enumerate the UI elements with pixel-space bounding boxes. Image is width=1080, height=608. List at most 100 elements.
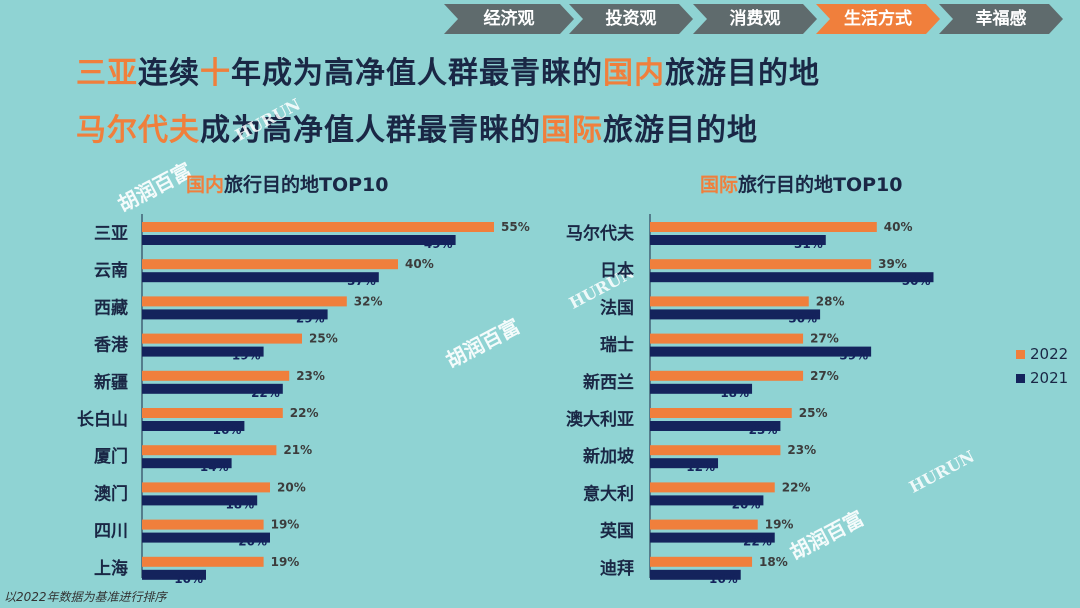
data-label-2021: 18% xyxy=(720,386,749,400)
data-label-2022: 27% xyxy=(810,369,839,383)
bar-2021 xyxy=(142,309,328,320)
headline-text: 旅游目的地 xyxy=(603,113,758,148)
nav-step-3[interactable]: 生活方式 xyxy=(816,4,940,34)
bar-2022 xyxy=(142,370,290,381)
nav-step-4[interactable]: 幸福感 xyxy=(939,4,1063,34)
nav-step-0[interactable]: 经济观 xyxy=(444,4,574,34)
bar-2021 xyxy=(650,569,741,580)
category-label: 马尔代夫 xyxy=(566,223,635,244)
category-label: 英国 xyxy=(600,521,634,542)
data-label-2021: 12% xyxy=(686,460,715,474)
bar-2021 xyxy=(650,272,934,283)
headline-highlight: 马尔代夫 xyxy=(76,113,200,148)
data-label-2021: 23% xyxy=(749,423,778,437)
bar-2022 xyxy=(650,482,775,493)
data-label-2022: 25% xyxy=(799,406,828,420)
chart-title-text: 旅行目的地TOP10 xyxy=(224,174,389,196)
data-label-2022: 40% xyxy=(884,220,913,234)
bar-2021 xyxy=(142,421,245,431)
category-label: 新西兰 xyxy=(583,372,634,393)
bar-2021 xyxy=(650,458,719,469)
legend-swatch xyxy=(1016,349,1025,359)
headline-line-2: 马尔代夫成为高净值人群最青睐的国际旅游目的地 xyxy=(76,105,758,149)
data-label-2022: 20% xyxy=(277,480,306,494)
bar-2022 xyxy=(650,445,781,456)
category-label: 澳大利亚 xyxy=(566,409,634,430)
data-label-2022: 39% xyxy=(878,257,907,271)
category-label: 意大利 xyxy=(583,483,634,504)
headline-highlight: 十 xyxy=(200,56,231,91)
headline-text: 成为高净值人群最青睐的 xyxy=(200,113,541,148)
category-label: 西藏 xyxy=(94,298,128,318)
category-label: 迪拜 xyxy=(600,558,634,579)
data-label-2021: 29% xyxy=(296,311,325,325)
legend-item-2022: 2022 xyxy=(1016,342,1068,366)
nav-step-1[interactable]: 投资观 xyxy=(569,4,693,34)
bar-2021 xyxy=(142,272,379,283)
category-label: 厦门 xyxy=(94,446,128,467)
data-label-2022: 55% xyxy=(501,220,530,234)
legend-label: 2022 xyxy=(1030,345,1069,363)
bar-2022 xyxy=(142,408,283,418)
bar-2022 xyxy=(650,519,758,530)
data-label-2022: 25% xyxy=(309,332,338,346)
data-label-2021: 30% xyxy=(788,311,817,325)
bar-2022 xyxy=(650,296,809,307)
data-label-2022: 21% xyxy=(283,443,312,457)
data-label-2021: 14% xyxy=(200,460,229,474)
headline-text: 年成为高净值人群最青睐的 xyxy=(231,56,603,91)
bar-2022 xyxy=(650,556,753,567)
legend: 2022 2021 xyxy=(1016,342,1068,390)
category-label: 瑞士 xyxy=(600,335,634,356)
chart-title-highlight: 国际 xyxy=(700,174,739,196)
category-label: 澳门 xyxy=(94,483,128,504)
legend-swatch xyxy=(1016,373,1025,383)
bar-2022 xyxy=(650,408,792,418)
bar-2021 xyxy=(650,235,826,245)
headline-highlight: 国内 xyxy=(603,56,665,91)
data-label-2022: 32% xyxy=(354,294,383,308)
bar-2022 xyxy=(142,482,270,493)
bar-2021 xyxy=(142,458,232,469)
category-label: 四川 xyxy=(94,522,128,542)
data-label-2021: 16% xyxy=(213,423,242,437)
bar-2022 xyxy=(650,222,877,232)
nav-step-2[interactable]: 消费观 xyxy=(693,4,817,34)
footnote: 以2022年数据为基准进行排序 xyxy=(4,590,167,604)
data-label-2021: 20% xyxy=(732,497,761,511)
data-label-2021: 19% xyxy=(232,349,261,363)
category-label: 上海 xyxy=(94,558,128,579)
chart-title-domestic: 国内旅行目的地TOP10 xyxy=(186,170,389,197)
data-label-2022: 40% xyxy=(405,257,434,271)
data-label-2022: 22% xyxy=(782,480,811,494)
legend-label: 2021 xyxy=(1030,369,1069,387)
category-label: 长白山 xyxy=(77,409,128,430)
data-label-2022: 18% xyxy=(759,555,788,569)
data-label-2021: 22% xyxy=(251,386,280,400)
chart-title-international: 国际旅行目的地TOP10 xyxy=(700,170,903,197)
bar-2022 xyxy=(142,333,302,344)
data-label-2021: 22% xyxy=(743,535,772,549)
bar-2021 xyxy=(650,421,781,431)
headline-line-1: 三亚连续十年成为高净值人群最青睐的国内旅游目的地 xyxy=(76,48,820,92)
data-label-2021: 31% xyxy=(794,237,823,251)
category-label: 云南 xyxy=(94,260,128,281)
category-label: 日本 xyxy=(600,260,634,281)
category-label: 法国 xyxy=(600,297,634,318)
category-label: 三亚 xyxy=(94,224,128,244)
data-label-2021: 39% xyxy=(839,349,868,363)
data-label-2022: 22% xyxy=(290,406,319,420)
data-label-2021: 20% xyxy=(238,535,267,549)
legend-item-2021: 2021 xyxy=(1016,366,1068,390)
data-label-2022: 27% xyxy=(810,332,839,346)
bar-2021 xyxy=(142,235,456,245)
bar-2022 xyxy=(650,333,804,344)
data-label-2021: 10% xyxy=(174,572,203,586)
bar-2022 xyxy=(142,222,494,232)
data-label-2022: 19% xyxy=(271,555,300,569)
chart-title-highlight: 国内 xyxy=(186,174,225,196)
data-label-2021: 37% xyxy=(347,274,376,288)
bar-2021 xyxy=(650,309,821,320)
data-label-2021: 16% xyxy=(709,572,738,586)
